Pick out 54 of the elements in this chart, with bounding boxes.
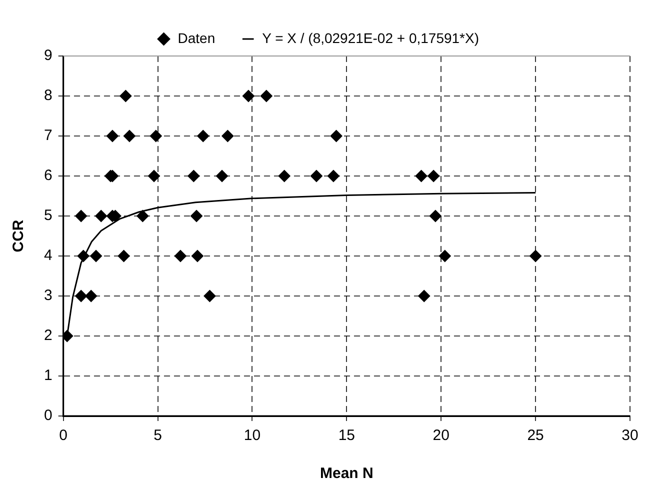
point xyxy=(278,170,290,182)
y-tick-label: 9 xyxy=(44,47,52,64)
point xyxy=(260,90,272,102)
point xyxy=(118,250,130,262)
y-tick-label: 6 xyxy=(44,167,52,184)
point xyxy=(190,210,203,222)
x-tick-label: 30 xyxy=(622,427,638,444)
point xyxy=(327,170,340,182)
point xyxy=(191,250,204,262)
y-tick-label: 1 xyxy=(44,367,52,384)
point xyxy=(95,210,108,222)
legend-label: Y = X / (8,02921E-02 + 0,17591*X) xyxy=(262,30,480,46)
y-tick-label: 0 xyxy=(44,407,52,424)
point xyxy=(310,170,322,182)
point xyxy=(216,170,228,182)
point xyxy=(77,250,90,262)
x-tick-label: 10 xyxy=(244,427,261,444)
x-tick-label: 20 xyxy=(432,427,450,444)
y-tick-label: 3 xyxy=(44,287,52,304)
point xyxy=(106,130,118,142)
point xyxy=(75,210,88,222)
point xyxy=(530,250,542,262)
point xyxy=(429,210,442,222)
point xyxy=(120,90,132,102)
point xyxy=(150,130,162,142)
point xyxy=(174,250,186,262)
legend-label: Daten xyxy=(178,30,216,46)
x-axis-title: Mean N xyxy=(320,465,374,482)
x-tick-label: 5 xyxy=(154,427,162,444)
y-tick-label: 4 xyxy=(44,247,52,264)
x-tick-label: 15 xyxy=(338,427,356,444)
y-axis-title: CCR xyxy=(10,220,28,252)
point xyxy=(204,290,216,302)
y-tick-label: 7 xyxy=(44,127,52,144)
point xyxy=(123,130,136,142)
y-tick-label: 2 xyxy=(44,327,52,344)
point xyxy=(148,170,160,182)
point xyxy=(188,170,200,182)
point xyxy=(415,170,428,182)
point xyxy=(242,90,254,102)
x-tick-label: 0 xyxy=(59,427,68,444)
x-tick-label: 25 xyxy=(527,427,544,444)
point xyxy=(85,290,98,302)
point xyxy=(136,210,149,222)
point xyxy=(90,250,102,262)
point xyxy=(330,130,342,142)
y-tick-label: 8 xyxy=(44,87,52,104)
point xyxy=(222,130,234,142)
point xyxy=(428,170,440,182)
point xyxy=(418,290,430,302)
y-tick-label: 5 xyxy=(44,207,52,224)
point xyxy=(438,250,451,262)
point xyxy=(197,130,210,142)
point xyxy=(75,290,88,302)
